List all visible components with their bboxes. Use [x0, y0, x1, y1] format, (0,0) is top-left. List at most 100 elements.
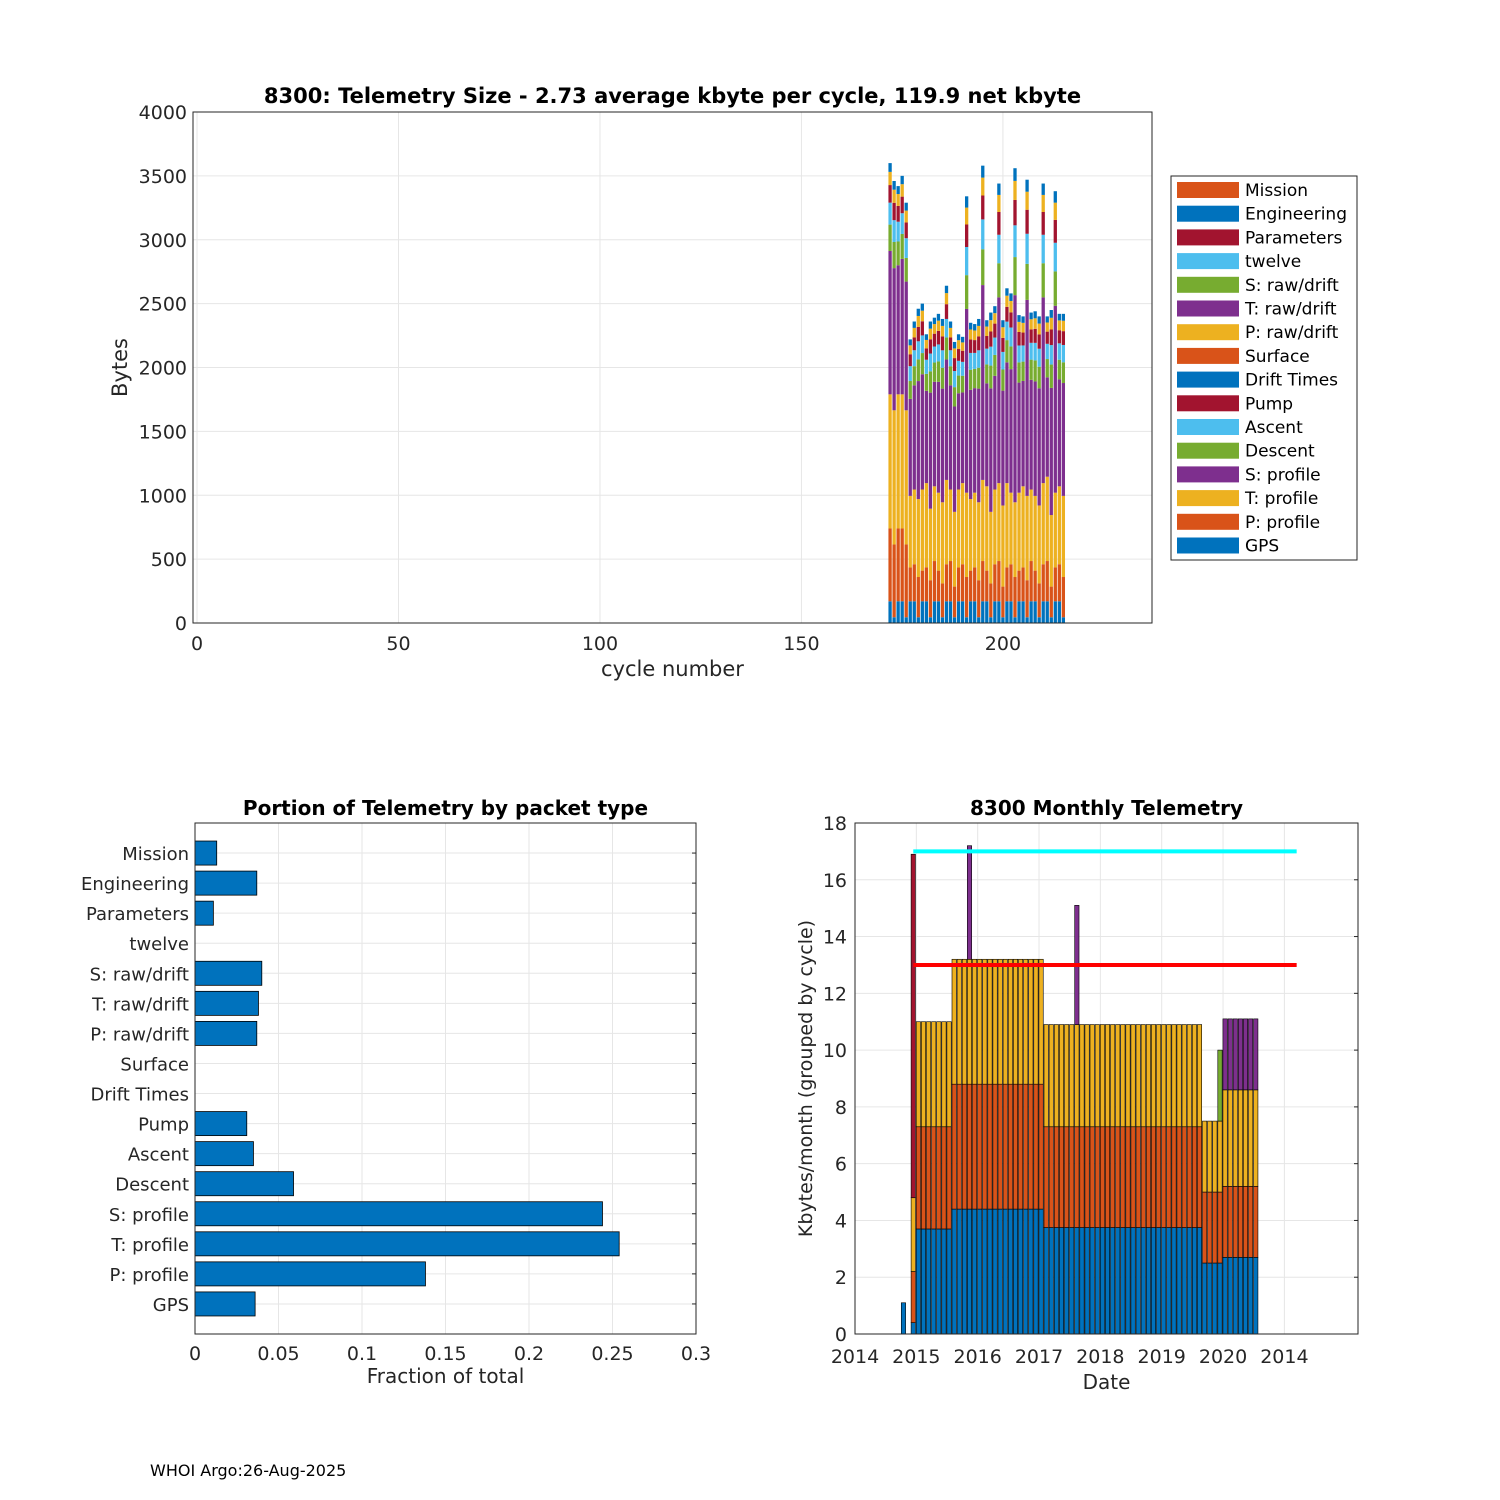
chart3-bar-segment: [1222, 1018, 1228, 1091]
chart1-xtick-label: 0: [191, 633, 203, 655]
chart1-bar-segment: [928, 371, 933, 393]
chart1-bar-segment: [1041, 297, 1045, 484]
chart1-bar-segment: [1037, 316, 1041, 324]
chart3-ytick-label: 12: [823, 983, 847, 1005]
chart1-bar-segment: [952, 617, 957, 623]
chart2-category-label: S: profile: [109, 1205, 189, 1226]
footer-stamp: WHOI Argo:26-Aug-2025: [150, 1461, 347, 1480]
chart1-bar-segment: [948, 350, 953, 367]
chart3-bar-segment: [1232, 1089, 1238, 1187]
chart1-bar-segment: [1025, 191, 1029, 210]
chart3-bar-segment: [931, 1126, 937, 1230]
chart3-bar-segment: [1110, 1024, 1116, 1128]
chart3-bar-segment: [1048, 1024, 1054, 1128]
chart1-bar-segment: [896, 241, 900, 266]
chart3-bar-segment: [1048, 1227, 1054, 1335]
chart3-bar-segment: [1166, 1024, 1172, 1128]
chart1-legend-swatch: [1177, 276, 1239, 293]
chart1-bar-segment: [964, 196, 969, 208]
chart1-bar-segment: [1033, 601, 1037, 623]
chart3-bar-segment: [1202, 1191, 1208, 1264]
chart1-bar-segment: [989, 312, 993, 321]
chart3-bar-segment: [1181, 1227, 1187, 1335]
chart1-bar-segment: [1037, 388, 1041, 506]
chart1-bar-segment: [1033, 495, 1037, 571]
chart1-bar-segment: [997, 297, 1001, 484]
chart1-bar-segment: [924, 339, 929, 349]
chart1-bar-segment: [969, 329, 973, 340]
chart1-bar-segment: [936, 344, 941, 362]
chart1-bar-segment: [892, 220, 896, 242]
chart3-bar-segment: [1059, 1126, 1064, 1228]
chart1-bar-segment: [924, 334, 929, 340]
chart1-bar-segment: [1001, 617, 1005, 623]
chart3-bar-segment: [1028, 1208, 1034, 1335]
chart1-bar-segment: [900, 196, 904, 214]
chart1-ylabel: Bytes: [108, 338, 132, 397]
chart1-bar-segment: [1037, 334, 1041, 349]
chart1-bar-segment: [1021, 380, 1025, 487]
chart3-bar-segment: [946, 1021, 952, 1128]
chart2-category-label: twelve: [129, 934, 189, 955]
chart3-bar-segment: [997, 958, 1003, 1085]
chart1-bar-segment: [973, 567, 977, 602]
chart1-bar-segment: [964, 617, 969, 623]
chart3-bar-segment: [1074, 1024, 1080, 1128]
chart3-bar-segment: [1227, 1089, 1233, 1187]
chart1-bar-segment: [977, 367, 981, 389]
chart1-bar-segment: [920, 570, 924, 602]
chart1-bar-segment: [969, 389, 973, 500]
chart2-bar: [194, 840, 218, 866]
chart1-bar-segment: [896, 186, 900, 195]
chart1-legend-swatch: [1177, 395, 1239, 412]
chart3-bar-segment: [1171, 1126, 1177, 1228]
chart2-bar: [194, 1291, 256, 1317]
chart1-bar-segment: [1013, 295, 1017, 503]
chart1-bar-segment: [997, 263, 1001, 298]
chart3-bar-segment: [1094, 1024, 1100, 1128]
chart3-bar-segment: [1191, 1227, 1197, 1335]
chart1-bar-segment: [973, 340, 977, 353]
chart3-bar-segment: [992, 1208, 998, 1335]
chart1-bar-segment: [904, 410, 908, 545]
chart1-legend-swatch: [1177, 324, 1239, 341]
chart1-bar-segment: [1049, 387, 1053, 516]
chart2-bar: [194, 1231, 620, 1257]
chart1-legend-label: twelve: [1245, 252, 1301, 272]
chart1-bar-segment: [916, 499, 920, 578]
chart1-bar-segment: [1033, 342, 1037, 361]
chart3-ytick-label: 18: [823, 813, 847, 835]
chart1-bar-segment: [1033, 318, 1037, 329]
chart1-bar-segment: [916, 577, 920, 618]
chart1-bar-segment: [997, 561, 1001, 602]
chart1-bar-segment: [981, 219, 985, 250]
chart1-bar-segment: [1061, 617, 1066, 623]
chart3-bar-segment: [1110, 1227, 1116, 1335]
chart1-bar-segment: [888, 250, 892, 395]
chart3-bar-segment: [956, 1208, 962, 1335]
chart3-bar-segment: [977, 1208, 983, 1335]
chart2-xtick-label: 0.1: [347, 1343, 377, 1365]
chart1-bar-segment: [1021, 322, 1025, 333]
chart1-bar-segment: [944, 285, 949, 294]
chart2-category-label: P: raw/drift: [90, 1024, 189, 1045]
chart3-bar-segment: [941, 1021, 947, 1128]
chart3-bar-segment: [1145, 1024, 1151, 1128]
chart3-bar-segment: [997, 1208, 1003, 1335]
chart1-bar-segment: [956, 393, 961, 490]
chart3-bar-segment: [1253, 1089, 1259, 1187]
chart1-bar-segment: [973, 330, 977, 341]
chart3-bar-segment: [1120, 1126, 1126, 1228]
chart1-legend-label: T: raw/drift: [1244, 300, 1337, 320]
chart3-bar-segment: [1217, 1120, 1223, 1193]
chart3-bar-segment: [1186, 1227, 1192, 1335]
chart3-bar-segment: [1171, 1227, 1177, 1335]
chart1-ytick-label: 3000: [139, 230, 187, 252]
chart3-bar-segment: [1043, 1024, 1049, 1128]
chart3-bar-segment: [1253, 1257, 1259, 1335]
chart3-bar-segment: [1094, 1126, 1100, 1228]
chart1-bar-segment: [1049, 317, 1053, 330]
chart1-bar-segment: [912, 337, 916, 351]
chart3-bar-segment: [1053, 1126, 1059, 1228]
chart1-bar-segment: [920, 374, 924, 490]
